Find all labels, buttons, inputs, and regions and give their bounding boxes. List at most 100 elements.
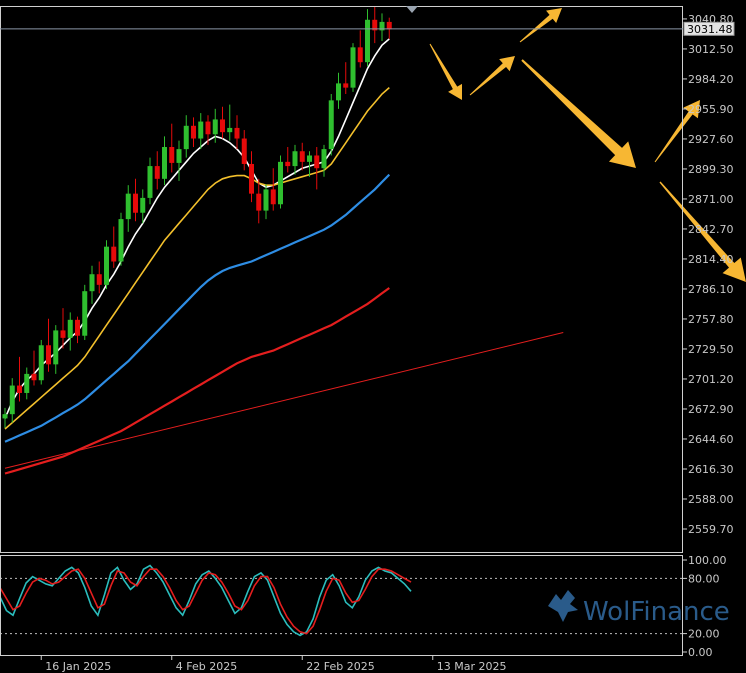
price-tick-label: 2672.90 (688, 403, 734, 416)
current-price-marker: 3031.48 (0, 21, 735, 36)
candle-body (357, 47, 363, 63)
forecast-arrow (429, 43, 462, 100)
forecast-arrow (469, 56, 515, 96)
price-tick-label: 2899.30 (688, 163, 734, 176)
candle-body (89, 274, 95, 292)
candle-body (111, 246, 117, 262)
price-tick-label: 2984.20 (688, 73, 734, 86)
candle-body (270, 189, 276, 205)
oscillator-tick-label: 20.00 (688, 628, 720, 641)
forecast-arrow (654, 100, 700, 163)
price-tick-label: 2757.80 (688, 313, 734, 326)
oscillator-tick-label: 0.00 (688, 646, 713, 659)
candle-body (328, 100, 334, 150)
oscillator-panel-frame (0, 555, 683, 656)
candle-body (256, 193, 262, 211)
candle-body (205, 121, 211, 135)
stochastic-oscillator-layer (0, 564, 683, 637)
price-tick-label: 2814.40 (688, 253, 734, 266)
wolfinance-logo: WolFinance (548, 590, 730, 627)
scroll-marker-icon (406, 6, 418, 13)
candle-body (53, 330, 59, 365)
time-axis: 16 Jan 2025 4 Feb 2025 22 Feb 2025 13 Mar 2… (40, 656, 507, 673)
candle-body (278, 161, 283, 205)
oscillator-axis: 100.00 80.00 20.00 0.00 (683, 554, 727, 659)
main-panel-frame (0, 6, 683, 553)
price-tick-label: 2842.70 (688, 223, 734, 236)
price-tick-label: 2927.60 (688, 133, 734, 146)
candle-body (299, 151, 305, 162)
moving-average-line (4, 86, 390, 430)
candle-body (198, 121, 204, 139)
candle-body (191, 125, 196, 139)
candle-body (249, 163, 254, 194)
candle-body (307, 155, 312, 162)
candle-body (176, 149, 182, 163)
candle-body (31, 373, 37, 381)
candle-body (169, 147, 175, 163)
candle-body (227, 127, 233, 133)
candle-body (220, 119, 225, 133)
candle-body (241, 138, 247, 164)
price-tick-label: 2871.00 (688, 193, 734, 206)
candle-body (9, 385, 15, 415)
price-tick-label: 2955.90 (688, 103, 734, 116)
time-tick-label: 4 Feb 2025 (176, 660, 237, 673)
price-tick-label: 2729.50 (688, 343, 734, 356)
forecast-arrows-layer (429, 8, 746, 282)
price-tick-label: 3012.50 (688, 43, 734, 56)
price-tick-label: 2644.60 (688, 433, 734, 446)
moving-average-line (4, 287, 390, 475)
oscillator-line (0, 568, 412, 635)
time-tick-label: 16 Jan 2025 (45, 660, 111, 673)
candle-body (46, 345, 51, 365)
candle-body (104, 246, 109, 285)
candle-body (343, 83, 349, 88)
candle-body (292, 151, 298, 167)
price-tick-label: 2588.00 (688, 493, 734, 506)
candle-body (372, 19, 378, 31)
candle-body (67, 319, 73, 338)
price-tick-label: 2616.30 (688, 463, 734, 476)
candle-body (234, 127, 240, 139)
forecast-arrow (659, 181, 746, 282)
moving-averages-layer (4, 38, 391, 475)
candle-body (133, 193, 138, 213)
candle-body (125, 193, 131, 220)
candle-body (147, 166, 153, 198)
trend-line (4, 332, 564, 469)
candle-body (2, 414, 8, 419)
candle-body (38, 345, 44, 381)
candle-body (140, 197, 146, 213)
candle-body (183, 125, 189, 150)
candle-body (314, 155, 320, 169)
candle-body (118, 219, 124, 262)
price-tick-label: 2701.20 (688, 373, 734, 386)
price-tick-label: 2786.10 (688, 283, 734, 296)
candle-body (162, 147, 167, 179)
candle-body (365, 19, 370, 63)
candle-body (336, 83, 341, 101)
candle-body (386, 21, 392, 30)
forecast-arrow (519, 8, 562, 43)
moving-average-line (4, 173, 391, 443)
oscillator-tick-label: 100.00 (688, 554, 727, 567)
time-tick-label: 13 Mar 2025 (437, 660, 507, 673)
candle-body (379, 21, 385, 31)
candles-layer (2, 7, 392, 428)
candle-body (350, 47, 356, 88)
forecast-arrow (521, 59, 636, 168)
candle-body (96, 274, 102, 285)
oscillator-tick-label: 80.00 (688, 572, 720, 585)
candle-body (321, 149, 327, 169)
candle-body (263, 189, 269, 211)
price-tick-label: 2559.70 (688, 523, 734, 536)
price-axis: 3040.803012.502984.202955.902927.602899.… (683, 13, 734, 536)
current-price-label: 3031.48 (687, 23, 733, 36)
time-tick-label: 22 Feb 2025 (306, 660, 374, 673)
candle-body (24, 373, 30, 393)
candle-body (285, 161, 291, 167)
candle-body (17, 385, 22, 393)
